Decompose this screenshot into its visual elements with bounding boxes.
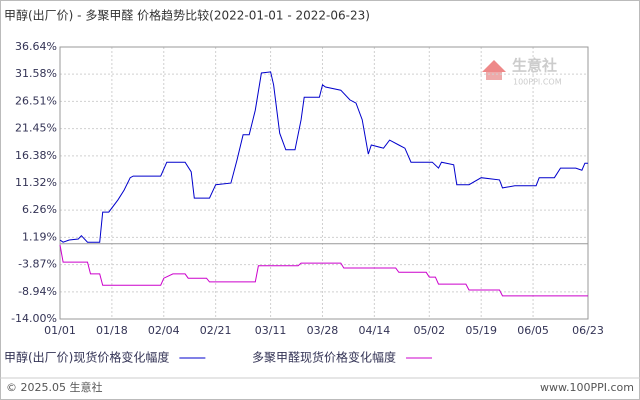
y-tick-label: 6.26% [22,203,57,216]
watermark-icon [486,72,502,80]
footer-right: www.100PPI.com [540,381,634,394]
series-line [59,244,588,297]
y-tick-label: 36.64% [15,40,57,53]
y-tick-label: 1.19% [22,230,57,243]
y-tick-label: 21.45% [15,122,57,135]
y-tick-label: -14.00% [11,312,57,325]
y-tick-label: -3.87% [18,258,57,271]
x-tick-label: 06/05 [517,324,549,337]
watermark-icon [482,60,506,72]
x-tick-label: 02/21 [200,324,232,337]
footer-left: © 2025.05 生意社 [6,380,102,394]
y-tick-label: 26.51% [15,94,57,107]
chart-title: 甲醇(出厂价) - 多聚甲醛 价格趋势比较(2022-01-01 - 2022-… [4,8,370,23]
y-tick-label: 31.58% [15,67,57,80]
series-line [59,71,588,243]
legend-label: 甲醇(出厂价)现货价格变化幅度 [4,350,169,365]
x-tick-label: 03/11 [255,324,287,337]
x-tick-label: 05/19 [465,324,497,337]
y-tick-label: 11.32% [15,176,57,189]
watermark-text: 生意社 [512,57,557,75]
y-tick-label: 16.38% [15,149,57,162]
x-tick-label: 01/01 [44,324,76,337]
x-tick-label: 01/18 [96,324,128,337]
x-tick-label: 06/23 [572,324,604,337]
legend-label: 多聚甲醛现货价格变化幅度 [252,350,396,365]
watermark: 生意社 100PPI.COM [482,57,562,87]
y-tick-label: -8.94% [18,285,57,298]
x-tick-label: 04/14 [359,324,391,337]
x-tick-label: 03/28 [307,324,339,337]
plot-frame [59,46,589,320]
x-tick-label: 05/02 [413,324,445,337]
watermark-sub: 100PPI.COM [513,78,562,87]
x-tick-label: 02/04 [148,324,180,337]
